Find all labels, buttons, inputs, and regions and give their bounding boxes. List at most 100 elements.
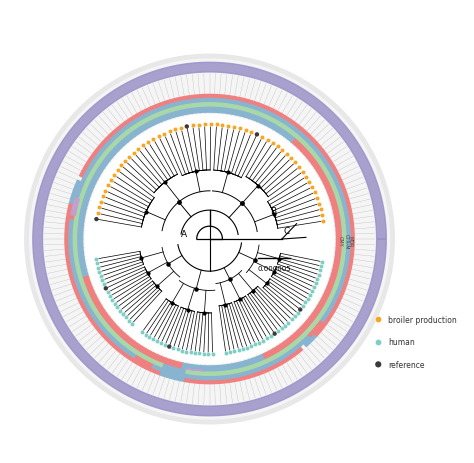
Polygon shape	[135, 355, 154, 368]
Polygon shape	[80, 95, 354, 239]
Point	[317, 206, 324, 213]
Polygon shape	[33, 63, 386, 416]
Point	[308, 184, 316, 191]
Circle shape	[29, 60, 390, 419]
Point	[183, 124, 191, 131]
Point	[97, 273, 105, 280]
Point	[110, 172, 118, 179]
Polygon shape	[187, 369, 205, 371]
Point	[99, 277, 106, 284]
Point	[135, 146, 142, 153]
Point	[299, 303, 307, 310]
Text: human: human	[388, 338, 415, 347]
Point	[122, 314, 129, 321]
Text: MDR: MDR	[347, 236, 353, 247]
Point	[252, 341, 259, 348]
Point	[301, 299, 309, 307]
Point	[94, 264, 102, 272]
Point	[225, 123, 232, 130]
Point	[236, 125, 244, 133]
Point	[157, 340, 165, 347]
Point	[192, 285, 200, 293]
Point	[235, 347, 243, 354]
Point	[137, 255, 145, 262]
Point	[297, 306, 304, 313]
Point	[249, 288, 257, 295]
Point	[263, 280, 271, 288]
Point	[109, 297, 116, 304]
Point	[288, 316, 295, 324]
Point	[269, 140, 276, 147]
Point	[295, 164, 303, 171]
Point	[92, 256, 100, 263]
Polygon shape	[70, 203, 78, 220]
Point	[101, 188, 109, 195]
Point	[274, 144, 282, 151]
Point	[142, 331, 149, 338]
Point	[315, 200, 323, 208]
Point	[267, 332, 275, 340]
Point	[128, 320, 136, 328]
Polygon shape	[152, 334, 310, 380]
Point	[119, 311, 127, 318]
Point	[270, 269, 278, 276]
Point	[130, 150, 137, 157]
Polygon shape	[160, 371, 185, 382]
Point	[92, 216, 100, 223]
Point	[192, 168, 200, 175]
Point	[161, 179, 169, 187]
Circle shape	[85, 115, 334, 364]
Point	[93, 260, 101, 268]
Polygon shape	[314, 239, 354, 336]
Polygon shape	[186, 239, 346, 375]
Point	[187, 349, 194, 356]
Polygon shape	[87, 104, 346, 239]
Polygon shape	[82, 284, 164, 367]
Point	[201, 121, 209, 129]
Polygon shape	[308, 319, 323, 337]
Point	[243, 344, 251, 351]
Point	[255, 182, 262, 190]
Point	[104, 289, 111, 296]
Polygon shape	[91, 108, 294, 184]
Point	[278, 325, 285, 332]
Point	[111, 300, 118, 308]
Point	[316, 267, 324, 275]
Point	[287, 155, 295, 163]
Point	[283, 151, 291, 158]
Point	[200, 350, 208, 358]
Point	[312, 280, 319, 287]
Text: C: C	[283, 226, 290, 235]
Point	[304, 295, 311, 303]
Point	[174, 346, 182, 353]
Point	[164, 261, 172, 268]
Polygon shape	[184, 347, 302, 384]
Point	[253, 131, 261, 139]
Point	[177, 125, 185, 132]
Point	[219, 122, 226, 129]
Polygon shape	[69, 220, 137, 358]
Point	[121, 158, 129, 165]
Point	[319, 218, 327, 225]
Text: 0.000005: 0.000005	[257, 265, 291, 271]
Point	[318, 263, 325, 270]
Point	[178, 347, 186, 355]
Polygon shape	[245, 104, 350, 239]
Point	[247, 129, 255, 137]
Point	[299, 169, 307, 176]
Point	[275, 256, 283, 263]
Point	[308, 288, 316, 295]
Point	[195, 122, 202, 129]
Point	[270, 211, 278, 219]
Point	[251, 257, 259, 264]
Text: A: A	[181, 229, 187, 238]
Text: broiler production: broiler production	[388, 315, 456, 324]
Point	[318, 212, 326, 219]
Point	[282, 322, 289, 330]
Point	[154, 338, 161, 345]
Point	[104, 182, 112, 190]
Polygon shape	[263, 239, 341, 359]
Point	[100, 281, 108, 288]
Point	[146, 333, 153, 341]
Polygon shape	[182, 354, 265, 371]
